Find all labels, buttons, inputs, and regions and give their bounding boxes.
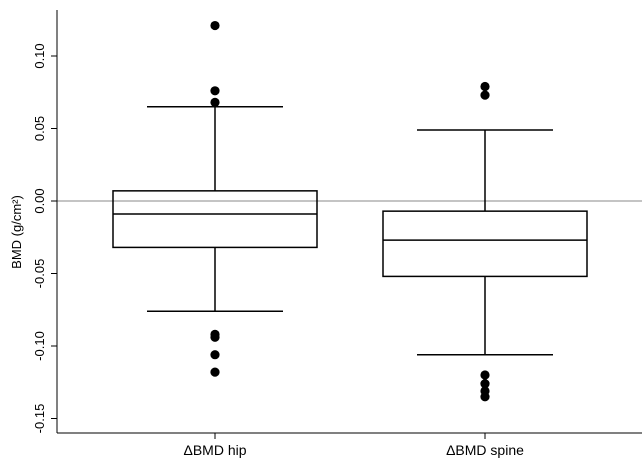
y-tick-label: 0.10 xyxy=(32,43,47,68)
iqr-box xyxy=(112,190,318,249)
box-group xyxy=(382,81,588,402)
outlier-point xyxy=(210,20,220,31)
box-group xyxy=(112,20,318,377)
y-axis-label: BMD (g/cm²) xyxy=(9,195,24,269)
iqr-box xyxy=(382,210,588,278)
y-tick-label: 0.00 xyxy=(32,188,47,213)
outlier-point xyxy=(480,90,490,100)
outlier-point xyxy=(210,367,220,377)
x-category-label: ΔBMD hip xyxy=(183,442,246,458)
outlier-point xyxy=(210,86,220,96)
y-tick-label: -0.15 xyxy=(32,404,47,434)
axes xyxy=(56,10,642,434)
x-tick-labels: ΔBMD hip ΔBMD spine xyxy=(183,433,524,458)
outlier-point xyxy=(480,379,490,389)
boxes xyxy=(112,20,588,402)
outlier-point xyxy=(210,97,220,107)
outlier-point xyxy=(480,370,490,380)
outlier-point xyxy=(210,350,220,360)
y-tick-label: -0.05 xyxy=(32,259,47,289)
outlier-point xyxy=(480,81,490,92)
y-tick-label: 0.05 xyxy=(32,116,47,141)
outlier-point xyxy=(210,332,220,342)
x-category-label: ΔBMD spine xyxy=(446,442,524,458)
y-ticks: 0.10 0.05 0.00 -0.05 -0.10 -0.15 xyxy=(32,43,57,433)
outlier-point xyxy=(480,392,490,402)
y-tick-label: -0.10 xyxy=(32,331,47,361)
